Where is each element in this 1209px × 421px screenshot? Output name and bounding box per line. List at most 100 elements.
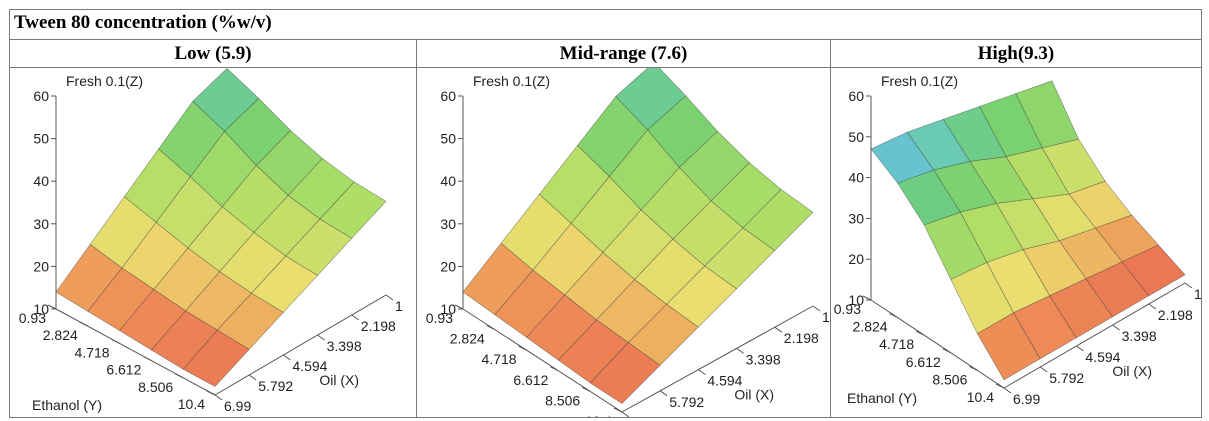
y-tick bbox=[969, 365, 978, 371]
y-tick bbox=[47, 304, 57, 310]
y-axis-label: Ethanol (Y) bbox=[32, 397, 102, 413]
surface-chart-mid: 10 20 30 40 50 60 Fresh 0.1(Z) 0.93 2.824 4.718 6.… bbox=[426, 68, 830, 417]
x-tick-label: 5.792 bbox=[669, 394, 704, 410]
x-tick-label: 3.398 bbox=[327, 338, 362, 354]
x-tick bbox=[621, 411, 630, 417]
y-tick-label: 10.4 bbox=[585, 413, 612, 417]
x-tick bbox=[1003, 387, 1012, 394]
surface bbox=[462, 68, 814, 404]
x-axis-label: Oil (X) bbox=[734, 387, 774, 403]
y-tick-label: 10.4 bbox=[178, 396, 205, 412]
column-header-mid: Mid-range (7.6) bbox=[559, 43, 688, 64]
x-axis-line bbox=[621, 305, 814, 413]
surface bbox=[870, 80, 1186, 381]
y-tick bbox=[454, 304, 464, 310]
chart-panel-low: 10 20 30 40 50 60 Fresh 0.1(Z) 0.93 2.824 4.718 6.… bbox=[10, 68, 416, 417]
y-tick-label: 4.718 bbox=[482, 351, 517, 367]
divider bbox=[9, 39, 1202, 40]
y-tick-label: 4.718 bbox=[75, 344, 110, 360]
x-tick bbox=[1148, 303, 1157, 310]
y-axis-line bbox=[870, 299, 1005, 389]
y-tick bbox=[942, 348, 952, 354]
y-tick-label: 10.4 bbox=[967, 389, 994, 405]
y-tick-label: 6.612 bbox=[106, 362, 141, 378]
y-tick-label: 0.93 bbox=[426, 310, 453, 326]
y-axis-label: Ethanol (Y) bbox=[439, 414, 509, 417]
x-tick bbox=[283, 354, 291, 361]
x-tick-label: 5.792 bbox=[1049, 370, 1084, 386]
y-tick-label: 4.718 bbox=[879, 336, 914, 352]
surface-cell bbox=[742, 189, 814, 251]
y-tick-label: 0.93 bbox=[19, 310, 46, 326]
x-tick-label: 1 bbox=[395, 298, 403, 314]
x-tick-label: 4.594 bbox=[1085, 349, 1120, 365]
x-tick-label: 2.198 bbox=[784, 330, 819, 346]
y-tick bbox=[174, 373, 184, 379]
column-divider bbox=[830, 39, 831, 418]
x-axis-line bbox=[1003, 282, 1186, 389]
x-tick-label: 3.398 bbox=[746, 351, 781, 367]
x-tick-label: 2.198 bbox=[361, 318, 396, 334]
x-tick-label: 6.99 bbox=[1013, 391, 1040, 407]
x-tick bbox=[385, 294, 394, 301]
y-tick-label: 8.506 bbox=[138, 379, 173, 395]
x-axis-label: Oil (X) bbox=[319, 372, 359, 388]
x-tick-label: 6.99 bbox=[631, 415, 658, 417]
z-tick-label: 60 bbox=[848, 88, 864, 104]
y-tick-label: 8.506 bbox=[545, 392, 580, 408]
z-tick-label: 30 bbox=[33, 216, 49, 232]
y-tick-label: 6.612 bbox=[906, 354, 941, 370]
y-tick bbox=[550, 366, 559, 372]
y-tick-label: 8.506 bbox=[932, 371, 967, 387]
z-tick-label: 20 bbox=[848, 251, 864, 267]
y-tick bbox=[111, 338, 120, 344]
x-tick bbox=[774, 326, 783, 333]
y-tick bbox=[613, 407, 623, 413]
y-tick-label: 2.824 bbox=[450, 331, 485, 347]
x-tick-label: 5.792 bbox=[258, 378, 293, 394]
y-tick-label: 2.824 bbox=[853, 319, 888, 335]
y-axis-line bbox=[462, 308, 623, 413]
y-tick bbox=[889, 313, 898, 319]
z-tick-label: 20 bbox=[440, 258, 456, 274]
z-tick-label: 50 bbox=[33, 131, 49, 147]
z-tick-label: 40 bbox=[440, 173, 456, 189]
x-tick bbox=[812, 305, 821, 312]
divider bbox=[9, 67, 1202, 68]
z-tick-label: 10 bbox=[33, 301, 49, 317]
z-tick-label: 50 bbox=[440, 131, 456, 147]
z-axis-label: Fresh 0.1(Z) bbox=[473, 73, 550, 89]
z-tick-label: 10 bbox=[848, 292, 864, 308]
y-tick-label: 2.824 bbox=[43, 327, 78, 343]
z-tick-label: 50 bbox=[848, 129, 864, 145]
column-header-low: Low (5.9) bbox=[174, 43, 252, 64]
x-tick bbox=[214, 394, 223, 401]
z-tick-label: 40 bbox=[33, 173, 49, 189]
z-tick-label: 30 bbox=[848, 210, 864, 226]
y-axis-label: Ethanol (Y) bbox=[847, 390, 917, 406]
y-tick bbox=[206, 390, 216, 396]
x-tick-label: 1 bbox=[822, 309, 830, 325]
y-tick bbox=[79, 321, 89, 327]
y-tick-label: 0.93 bbox=[834, 301, 861, 317]
y-tick bbox=[915, 330, 925, 336]
x-tick bbox=[698, 369, 706, 376]
y-tick-label: 6.612 bbox=[513, 372, 548, 388]
z-tick-label: 60 bbox=[33, 88, 49, 104]
x-tick bbox=[1112, 324, 1120, 331]
x-tick-label: 6.99 bbox=[224, 398, 251, 414]
chart-panel-high: 10 20 30 40 50 60 Fresh 0.1(Z) 0.93 2.824 4.718 6.… bbox=[831, 68, 1201, 417]
x-tick bbox=[1184, 282, 1193, 289]
y-tick bbox=[143, 356, 152, 362]
z-tick-label: 60 bbox=[440, 88, 456, 104]
y-tick bbox=[581, 386, 591, 392]
x-tick bbox=[317, 334, 325, 341]
y-tick bbox=[518, 345, 527, 351]
surface-cell bbox=[319, 181, 387, 239]
y-tick bbox=[862, 295, 872, 301]
y-tick bbox=[486, 325, 496, 331]
chart-panel-mid: 10 20 30 40 50 60 Fresh 0.1(Z) 0.93 2.824 4.718 6.… bbox=[417, 68, 830, 417]
y-tick bbox=[995, 383, 1005, 389]
